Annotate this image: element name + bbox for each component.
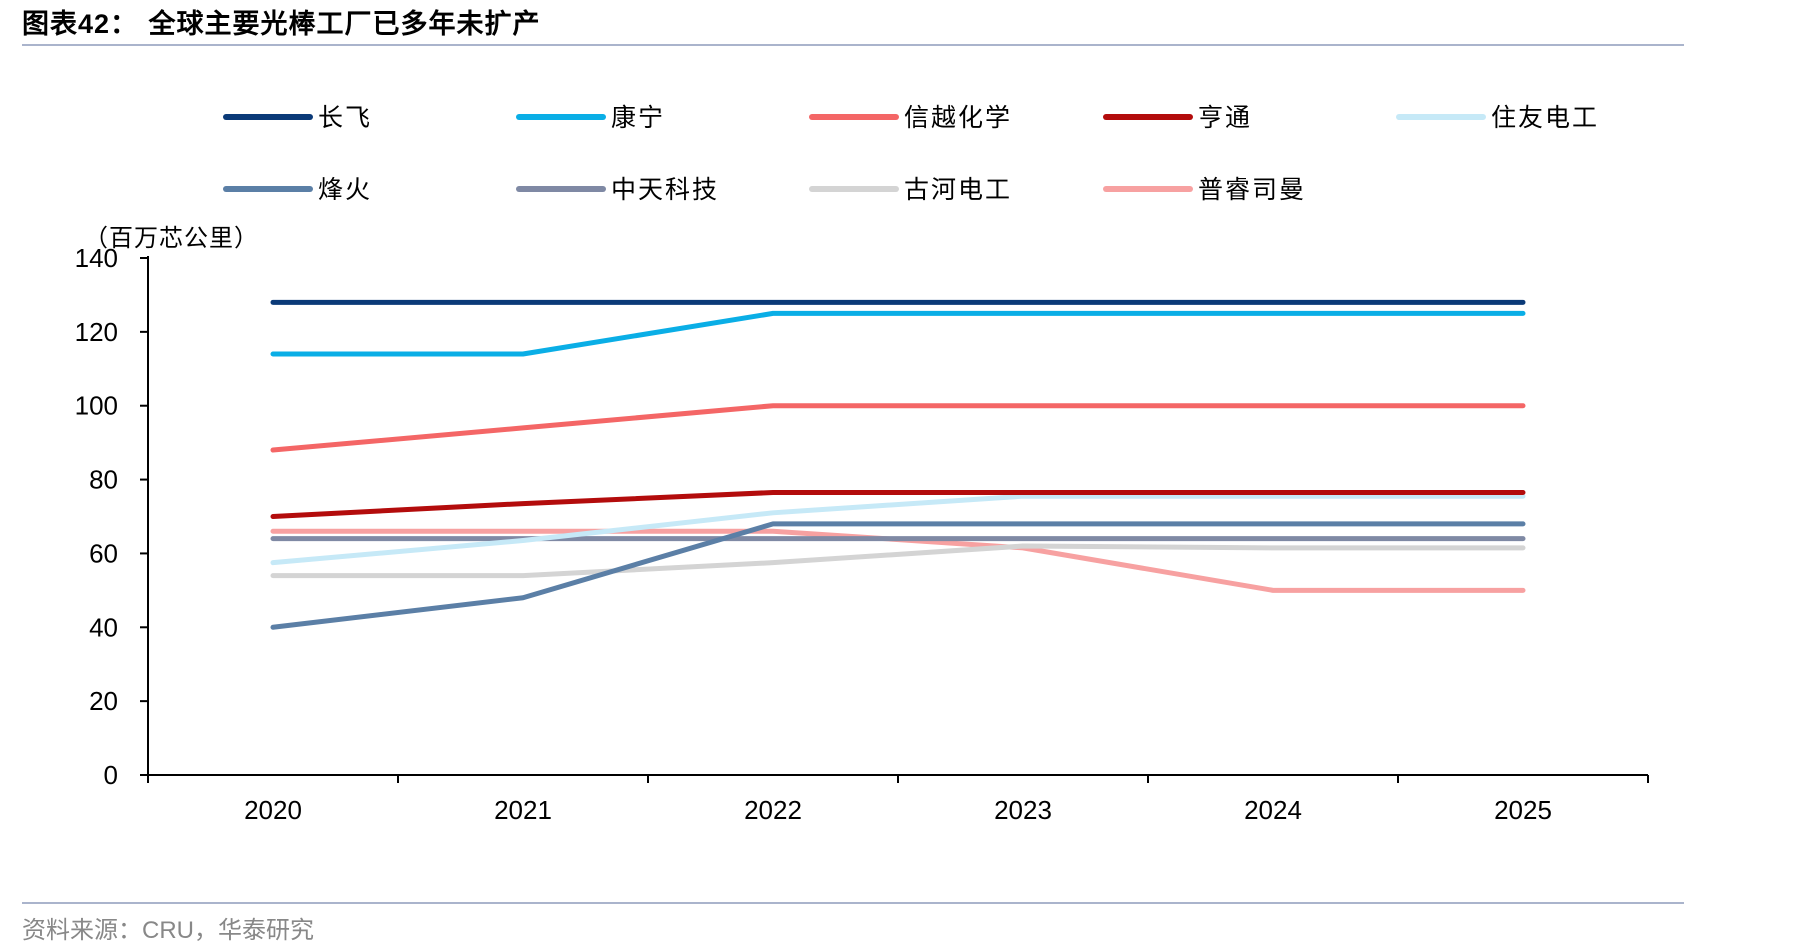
y-tick-label-100: 100: [75, 391, 118, 421]
legend-label-7: 中天科技: [611, 175, 719, 204]
legend-label-8: 古河电工: [904, 175, 1012, 204]
source-prefix: 资料来源：: [22, 916, 142, 944]
x-tick-label-2021: 2021: [494, 795, 552, 825]
y-axis-label: （百万芯公里）: [84, 224, 259, 252]
legend-item-1: 长飞: [223, 103, 372, 132]
series-line-2: [270, 310, 1526, 357]
chart-series: [270, 299, 1526, 630]
x-tick-label-2024: 2024: [1244, 795, 1302, 825]
figure-title-text: 全球主要光棒工厂已多年未扩产: [148, 9, 541, 40]
title-divider: [22, 44, 1684, 46]
source-suffix: 华泰研究: [218, 916, 314, 944]
y-tick-label-80: 80: [89, 465, 118, 495]
y-tick-label-140: 140: [75, 243, 118, 273]
legend-label-1: 长飞: [318, 103, 372, 132]
legend-label-9: 普睿司曼: [1198, 175, 1306, 204]
y-tick-label-0: 0: [104, 760, 118, 790]
series-line-8: [270, 543, 1526, 579]
legend-item-2: 康宁: [516, 103, 665, 132]
series-line-5: [270, 493, 1526, 566]
series-line-6: [270, 521, 1526, 630]
legend-item-5: 住友电工: [1396, 103, 1599, 132]
chart-axes: 0 20 40 60 80 100 120 140 2020 2021 2022 2023 2024 20…: [75, 243, 1649, 825]
y-tick-label-20: 20: [89, 686, 118, 716]
legend-label-4: 亨通: [1198, 103, 1252, 132]
source-note: 资料来源：CRU，华泰研究: [22, 910, 314, 945]
footer-divider: [22, 902, 1684, 904]
y-tick-label-60: 60: [89, 538, 118, 568]
legend-item-9: 普睿司曼: [1103, 175, 1306, 204]
x-tick-label-2022: 2022: [744, 795, 802, 825]
y-tick-label-40: 40: [89, 612, 118, 642]
x-tick-label-2025: 2025: [1494, 795, 1552, 825]
figure-label: 图表: [22, 9, 78, 40]
legend-item-8: 古河电工: [809, 175, 1012, 204]
x-tick-label-2023: 2023: [994, 795, 1052, 825]
legend-label-3: 信越化学: [904, 103, 1012, 132]
series-line-3: [270, 403, 1526, 453]
legend-item-3: 信越化学: [809, 103, 1012, 132]
legend-item-7: 中天科技: [516, 175, 719, 204]
legend-item-6: 烽火: [223, 175, 372, 204]
figure-title: 图表42： 全球主要光棒工厂已多年未扩产: [22, 2, 540, 41]
figure-number: 42：: [78, 9, 139, 39]
legend-label-2: 康宁: [611, 103, 665, 132]
y-tick-label-120: 120: [75, 317, 118, 347]
legend-label-6: 烽火: [318, 175, 372, 204]
series-line-4: [270, 489, 1526, 519]
x-tick-label-2020: 2020: [244, 795, 302, 825]
legend-item-4: 亨通: [1103, 103, 1252, 132]
legend-label-5: 住友电工: [1491, 103, 1599, 132]
source-name: CRU，: [142, 917, 218, 944]
